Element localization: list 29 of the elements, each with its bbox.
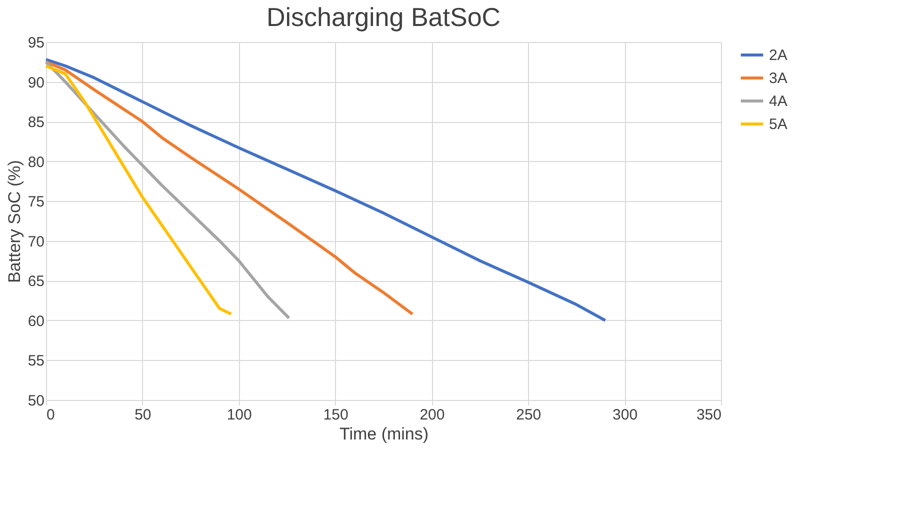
y-tick-label: 95 <box>28 34 44 52</box>
y-axis-title: Battery SoC (%) <box>4 160 24 283</box>
legend-label: 5A <box>769 116 788 133</box>
line-series <box>44 64 233 316</box>
line-series <box>44 60 290 320</box>
x-tick-label: 50 <box>134 406 152 424</box>
legend-label: 3A <box>769 70 788 87</box>
x-tick-label: 350 <box>696 406 722 424</box>
x-tick-label: 250 <box>516 406 542 424</box>
x-tick-label: 150 <box>323 406 348 424</box>
line-series <box>44 60 414 316</box>
y-tick-label: 65 <box>28 273 44 290</box>
x-tick-label: 100 <box>226 406 252 424</box>
x-tick-label: 200 <box>420 406 445 424</box>
y-tick-label: 90 <box>28 74 44 92</box>
y-tick-label: 60 <box>28 312 44 330</box>
y-tick-label: 70 <box>28 233 44 250</box>
legend-label: 4A <box>769 93 788 110</box>
legend-label: 2A <box>769 47 788 64</box>
y-tick-label: 85 <box>28 114 44 132</box>
y-tick-label: 80 <box>28 154 44 171</box>
x-tick-label: 0 <box>46 406 55 424</box>
y-tick-label: 50 <box>28 392 44 410</box>
x-axis-title: Time (mins) <box>339 424 429 444</box>
x-tick-label: 300 <box>612 406 638 424</box>
chart-title: Discharging BatSoC <box>266 2 501 32</box>
y-tick-label: 75 <box>28 194 44 211</box>
y-tick-label: 55 <box>28 352 44 370</box>
line-series <box>44 58 607 322</box>
